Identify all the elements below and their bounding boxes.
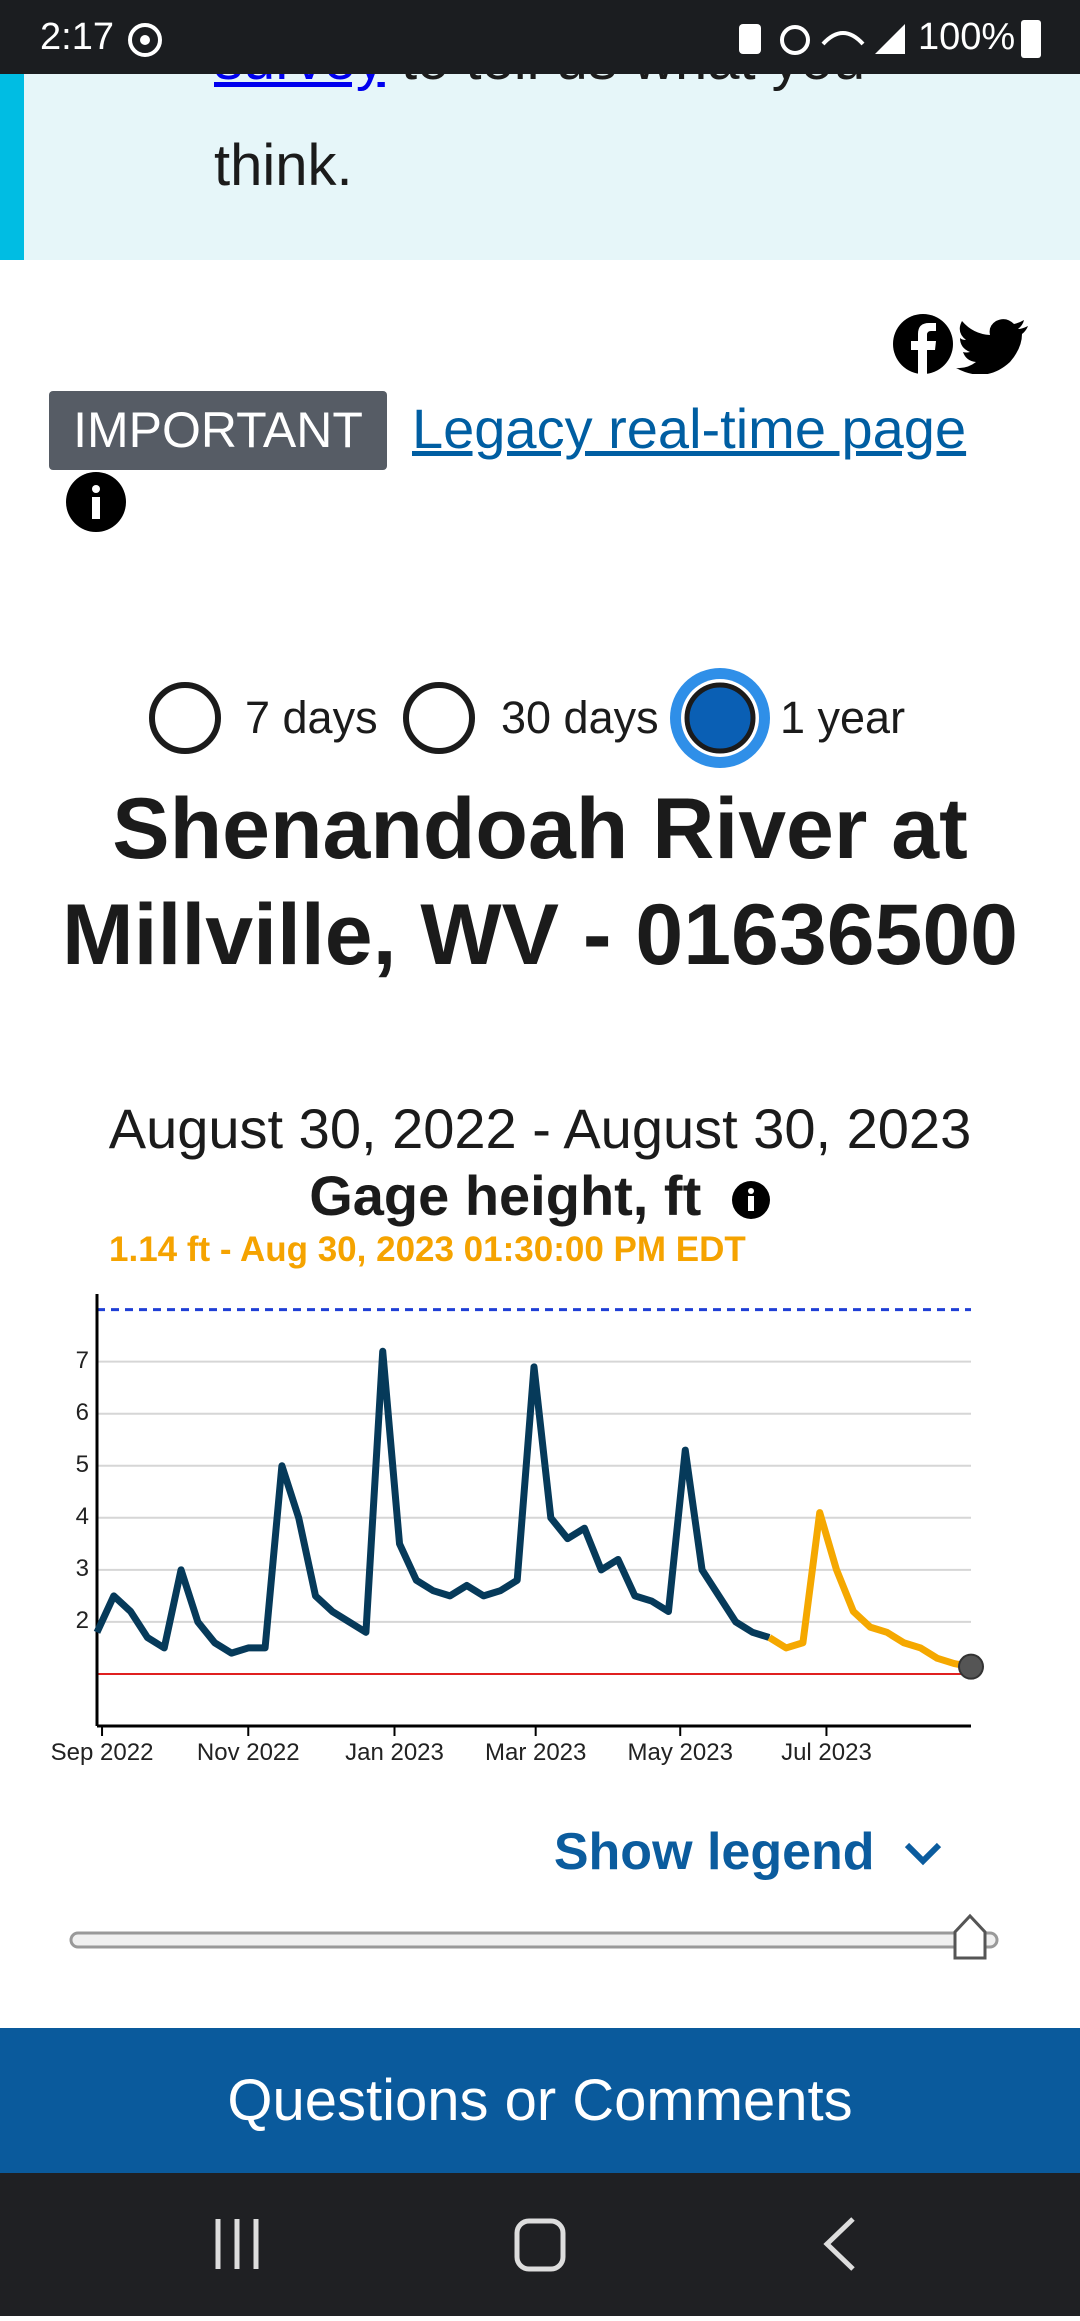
back[interactable] [823, 2217, 855, 2271]
chart-subtitle: August 30, 2022 - August 30, 2023 [108, 1097, 972, 1160]
survey-banner: survey to tell us what you think. [0, 74, 1080, 260]
current-point [958, 1653, 984, 1680]
y-axis-label: Gage height, ft [0, 1163, 1080, 1228]
nav-buttons [215, 2217, 855, 2272]
twitter-icon[interactable] [956, 319, 1028, 374]
clock: 2:17 [40, 16, 114, 58]
series-line [93, 1347, 771, 1657]
y-label-text: Gage height, ft [309, 1164, 702, 1227]
status-icons [739, 24, 905, 55]
x-tick-label: Nov 2022 [197, 1739, 300, 1766]
navigation-bar [0, 2173, 1080, 2316]
x-tick-label: Mar 2023 [485, 1739, 586, 1766]
survey-link[interactable]: survey [214, 74, 385, 92]
x-tick-label: Sep 2022 [51, 1739, 154, 1766]
current-value: 1.14 ft - Aug 30, 2023 01:30:00 PM EDT [109, 1230, 746, 1269]
y-tick-label: 3 [76, 1555, 89, 1582]
show-legend-toggle[interactable]: Show legend [554, 1822, 943, 1882]
radio-label: 7 days [245, 692, 378, 743]
banner-text-end: think. [214, 133, 353, 198]
home[interactable] [514, 2218, 566, 2272]
radio-30-days[interactable] [403, 682, 475, 754]
y-tick-label: 6 [76, 1399, 89, 1426]
x-tick-label: Jul 2023 [781, 1739, 872, 1766]
info-icon[interactable] [731, 1180, 771, 1220]
x-tick-label: May 2023 [628, 1739, 733, 1766]
radio-label: 1 year [780, 692, 906, 743]
recent-apps[interactable] [215, 2219, 259, 2269]
y-tick-label: 2 [76, 1607, 89, 1634]
period-radios [149, 668, 770, 768]
status-bar: 2:17 100% [0, 0, 1080, 74]
legacy-link[interactable]: Legacy real-time page [412, 397, 967, 460]
y-tick-label: 7 [76, 1347, 89, 1374]
radio-label: 30 days [501, 692, 659, 743]
time-slider[interactable] [60, 1910, 1010, 1970]
chevron-down [904, 1842, 942, 1866]
radio-7-days[interactable] [149, 682, 221, 754]
series-line [767, 1509, 972, 1671]
y-tick-label: 4 [76, 1503, 89, 1530]
banner-text: survey to tell us what you [214, 74, 865, 93]
info-icon[interactable] [66, 472, 126, 532]
social-icons [893, 314, 1028, 374]
feedback-button[interactable]: Questions or Comments [0, 2028, 1080, 2173]
battery-level: 100% [918, 16, 1016, 58]
battery-icon [1021, 20, 1041, 58]
important-button[interactable]: IMPORTANT [49, 391, 387, 470]
y-tick-label: 5 [76, 1451, 89, 1478]
banner-accent [0, 74, 24, 260]
chart-title: Shenandoah River at Millville, WV - 0163… [61, 781, 1019, 983]
banner-text-part: to tell us what you [385, 74, 865, 92]
slider-handle[interactable] [953, 1913, 987, 1960]
x-tick-label: Jan 2023 [345, 1739, 444, 1766]
legend-toggle-text: Show legend [553, 1823, 875, 1881]
chart: 2 3 4 5 6 7 Sep 2022 Nov 2022 Jan 2023 Mar 2023 Ma… [51, 1294, 984, 1766]
sync-icon [128, 23, 162, 57]
